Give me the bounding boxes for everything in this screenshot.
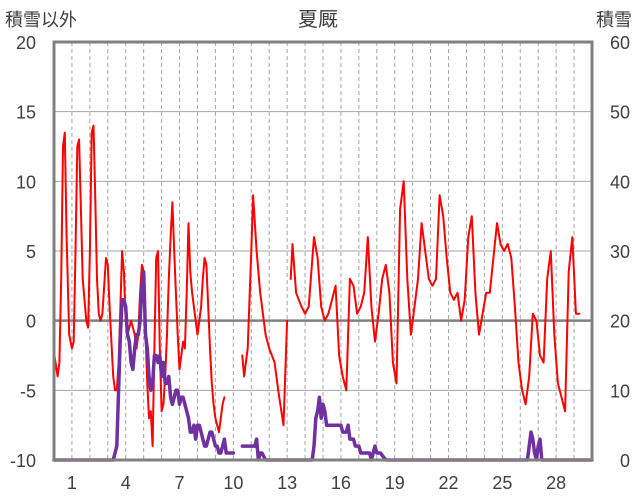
y-left-tick-label: -10 xyxy=(10,451,36,471)
plot-frame xyxy=(52,40,594,462)
y-right-tick-label: 50 xyxy=(610,103,630,123)
y-right-tick-label: 20 xyxy=(610,312,630,332)
x-tick-label: 28 xyxy=(546,473,566,493)
y-left-tick-label: 15 xyxy=(16,103,36,123)
y-right-tick-label: 60 xyxy=(610,33,630,53)
y-left-tick-label: 0 xyxy=(26,312,36,332)
snow-depth-line xyxy=(52,270,236,462)
y-right-tick-label: 10 xyxy=(610,381,630,401)
y-right-tick-label: 0 xyxy=(620,451,630,471)
x-tick-label: 13 xyxy=(277,473,297,493)
x-tick-label: 19 xyxy=(385,473,405,493)
series-group xyxy=(52,124,594,462)
x-tick-label: 25 xyxy=(492,473,512,493)
x-tick-label: 16 xyxy=(331,473,351,493)
y-left-tick-label: 20 xyxy=(16,33,36,53)
temperature-line xyxy=(53,124,226,448)
plot-border xyxy=(52,40,594,462)
y-left-tick-label: 10 xyxy=(16,172,36,192)
chart-title: 夏厩 xyxy=(298,7,338,31)
right-axis-label: 積雪 xyxy=(596,10,632,31)
x-tick-label: 1 xyxy=(67,473,77,493)
x-tick-label: 7 xyxy=(175,473,185,493)
y-right-tick-label: 40 xyxy=(610,172,630,192)
x-tick-label: 10 xyxy=(223,473,243,493)
left-axis-label: 積雪以外 xyxy=(5,10,77,31)
x-tick-label: 4 xyxy=(121,473,131,493)
y-left-tick-label: 5 xyxy=(26,242,36,262)
temperature-line xyxy=(289,180,581,413)
x-tick-label: 22 xyxy=(439,473,459,493)
temperature-line xyxy=(241,194,289,427)
y-left-tick-label: -5 xyxy=(20,381,36,401)
y-right-tick-label: 30 xyxy=(610,242,630,262)
